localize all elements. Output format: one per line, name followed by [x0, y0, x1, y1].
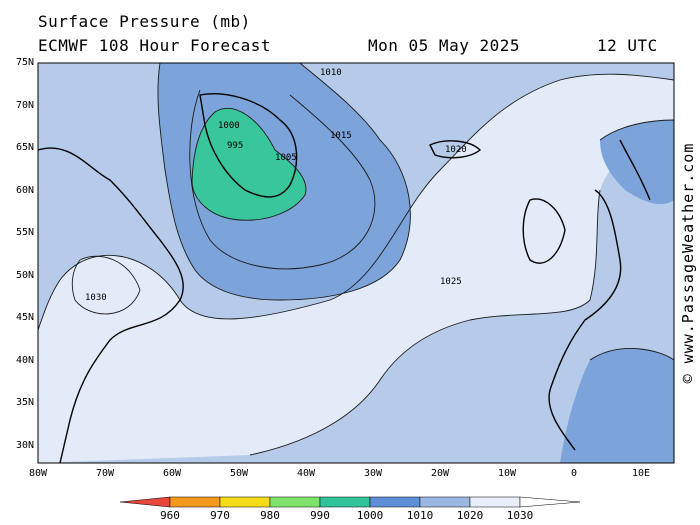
map-frame — [37, 62, 675, 464]
colorbar-swatch — [269, 496, 321, 508]
lon-label: 70W — [95, 468, 115, 479]
isobar-1010-east — [599, 119, 674, 141]
coast-greenland — [199, 93, 298, 198]
lon-label: 40W — [296, 468, 316, 479]
colorbar-label: 970 — [210, 509, 230, 522]
isobar-label: 995 — [227, 141, 243, 151]
isobar-labels: 1010 1015 1020 1025 1030 1000 995 1005 — [85, 68, 467, 303]
colorbar-label: 1020 — [456, 509, 484, 522]
lon-label: 60W — [162, 468, 182, 479]
lon-label: 50W — [229, 468, 249, 479]
coastlines — [38, 93, 651, 463]
coast-north-america — [38, 147, 184, 463]
lon-label: 10E — [631, 468, 651, 479]
coast-british-isles — [522, 198, 566, 264]
isobar-1010-south — [589, 348, 674, 361]
colorbar-swatch — [219, 496, 271, 508]
lat-label: 60N — [15, 185, 34, 196]
lon-label: 80W — [28, 468, 48, 479]
lon-label: 0 — [570, 468, 578, 479]
pressure-band-1010-south — [560, 348, 674, 463]
colorbar-label: 990 — [310, 509, 330, 522]
pressure-band-1010-east — [600, 120, 674, 205]
colorbar-arrow-high — [519, 496, 581, 508]
coast-europe — [548, 189, 622, 451]
isobar-label: 1020 — [445, 145, 467, 155]
lat-label: 70N — [15, 100, 34, 111]
colorbar-label: 960 — [160, 509, 180, 522]
isobar-label: 1015 — [330, 131, 352, 141]
lat-label: 55N — [15, 227, 34, 238]
isobar-label: 1000 — [218, 121, 240, 131]
lat-label: 65N — [15, 142, 34, 153]
lat-label: 30N — [15, 440, 34, 451]
pressure-field — [38, 63, 674, 463]
forecast-model: ECMWF 108 Hour Forecast — [38, 36, 272, 55]
colorbar — [119, 496, 581, 508]
isobar-label: 1010 — [320, 68, 342, 78]
lat-label: 75N — [15, 57, 34, 68]
isobar-1030 — [71, 255, 141, 315]
lon-label: 10W — [497, 468, 517, 479]
coast-scandinavia — [619, 139, 651, 201]
pressure-band-1030 — [72, 256, 140, 314]
site-credit-text: © www.PassageWeather.com — [679, 142, 697, 384]
isobar-1005 — [189, 89, 376, 270]
isobar-1025-west — [38, 279, 61, 331]
lat-label: 45N — [15, 312, 34, 323]
isobar-1000 — [191, 108, 307, 221]
lat-label: 50N — [15, 270, 34, 281]
colorbar-label: 980 — [260, 509, 280, 522]
colorbar-label: 1000 — [356, 509, 384, 522]
colorbar-label: 1010 — [406, 509, 434, 522]
lon-label: 30W — [363, 468, 383, 479]
forecast-time: 12 UTC — [597, 36, 658, 55]
colorbar-arrow-low — [119, 496, 171, 508]
isobar-1010 — [157, 63, 411, 301]
isobars — [38, 63, 674, 456]
forecast-date: Mon 05 May 2025 — [368, 36, 520, 55]
site-credit: © www.PassageWeather.com — [678, 63, 698, 463]
colorbar-swatch — [419, 496, 471, 508]
pressure-band-995 — [192, 108, 306, 221]
lon-label: 20W — [430, 468, 450, 479]
lat-label: 40N — [15, 355, 34, 366]
colorbar-swatch — [319, 496, 371, 508]
colorbar-swatch — [469, 496, 521, 508]
lat-label: 35N — [15, 397, 34, 408]
isobar-label: 1005 — [275, 153, 297, 163]
pressure-band-1025 — [38, 74, 674, 463]
isobar-label: 1025 — [440, 277, 462, 287]
isobar-1025-south — [249, 189, 601, 456]
isobar-label: 1030 — [85, 293, 107, 303]
colorbar-label: 1030 — [506, 509, 534, 522]
colorbar-swatch — [169, 496, 221, 508]
colorbar-swatch — [369, 496, 421, 508]
isobar-1025 — [59, 73, 674, 320]
chart-title: Surface Pressure (mb) — [38, 12, 251, 31]
coast-iceland — [429, 140, 482, 159]
